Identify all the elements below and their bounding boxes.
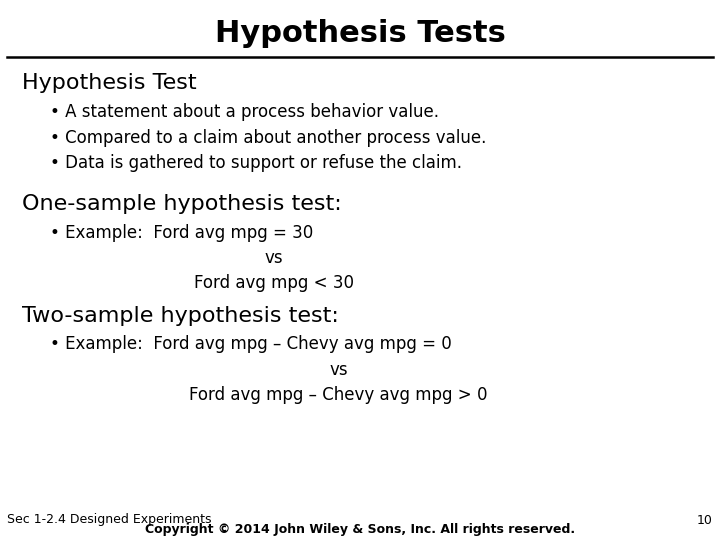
- Text: • A statement about a process behavior value.: • A statement about a process behavior v…: [50, 103, 439, 120]
- Text: Ford avg mpg – Chevy avg mpg > 0: Ford avg mpg – Chevy avg mpg > 0: [189, 386, 487, 404]
- Text: • Example:  Ford avg mpg = 30: • Example: Ford avg mpg = 30: [50, 224, 314, 241]
- Text: Hypothesis Test: Hypothesis Test: [22, 73, 197, 93]
- Text: vs: vs: [264, 249, 283, 267]
- Text: Ford avg mpg < 30: Ford avg mpg < 30: [194, 274, 354, 292]
- Text: Sec 1-2.4 Designed Experiments: Sec 1-2.4 Designed Experiments: [7, 514, 212, 526]
- Text: vs: vs: [329, 361, 348, 379]
- Text: • Data is gathered to support or refuse the claim.: • Data is gathered to support or refuse …: [50, 154, 462, 172]
- Text: Copyright © 2014 John Wiley & Sons, Inc. All rights reserved.: Copyright © 2014 John Wiley & Sons, Inc.…: [145, 523, 575, 536]
- Text: Two-sample hypothesis test:: Two-sample hypothesis test:: [22, 306, 338, 326]
- Text: • Example:  Ford avg mpg – Chevy avg mpg = 0: • Example: Ford avg mpg – Chevy avg mpg …: [50, 335, 452, 353]
- Text: One-sample hypothesis test:: One-sample hypothesis test:: [22, 194, 341, 214]
- Text: • Compared to a claim about another process value.: • Compared to a claim about another proc…: [50, 129, 487, 146]
- Text: 10: 10: [697, 514, 713, 526]
- Text: Hypothesis Tests: Hypothesis Tests: [215, 19, 505, 48]
